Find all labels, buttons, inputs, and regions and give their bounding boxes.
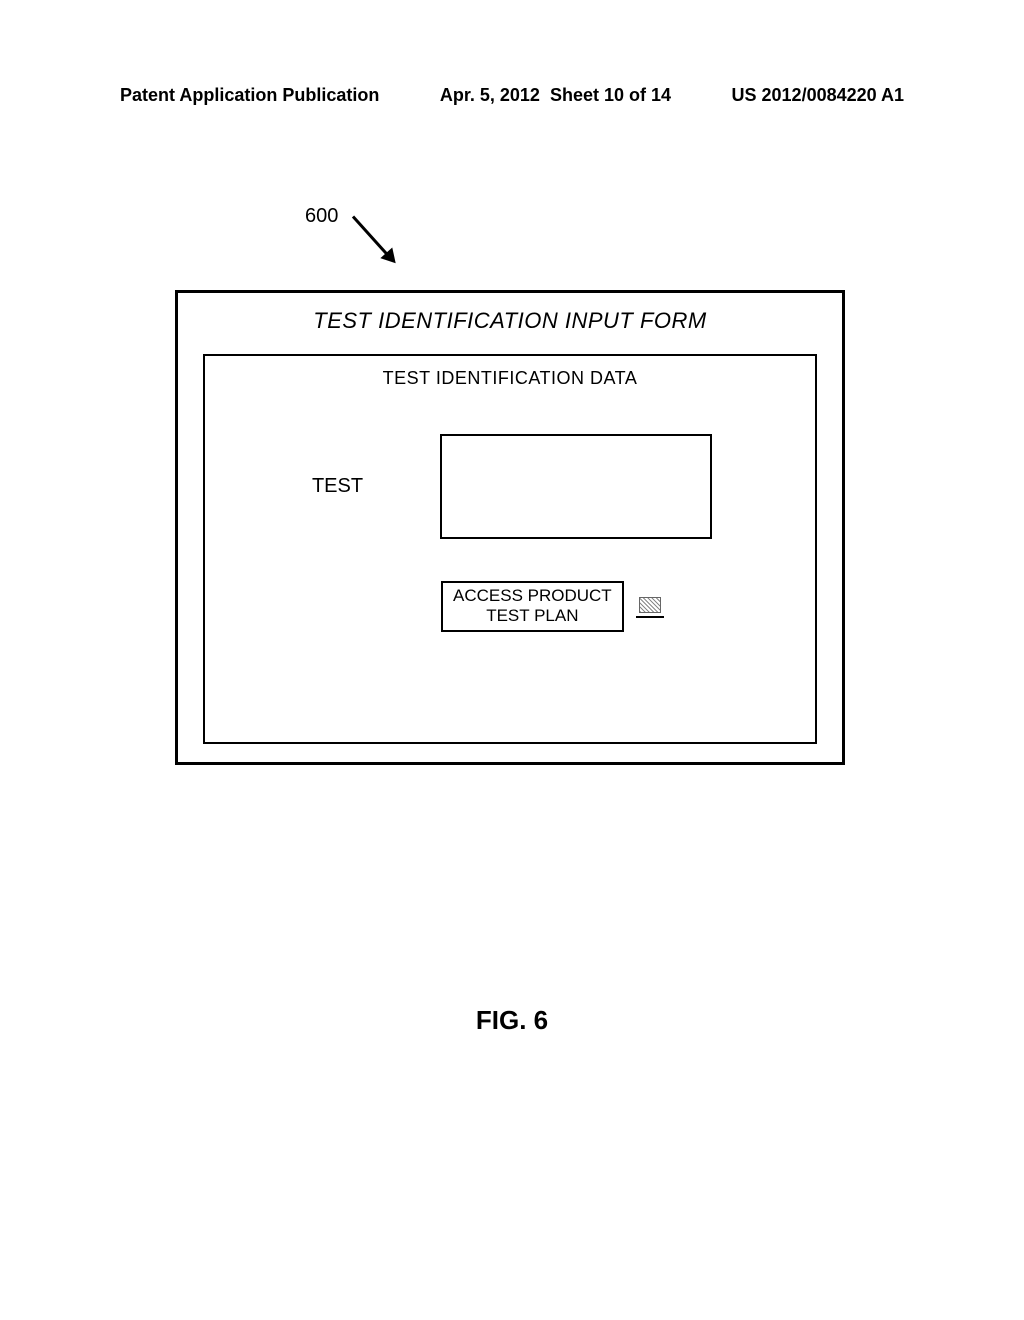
field-row: TEST — [205, 434, 815, 539]
reference-number: 600 — [305, 205, 338, 227]
button-line1: ACCESS PRODUCT — [453, 586, 612, 606]
button-row: ACCESS PRODUCT TEST PLAN — [441, 581, 664, 632]
test-input[interactable] — [440, 434, 712, 539]
test-field-label: TEST — [205, 475, 430, 498]
button-line2: TEST PLAN — [453, 606, 612, 626]
header-center-text: Apr. 5, 2012 Sheet 10 of 14 — [440, 85, 671, 106]
form-inner-box: TEST IDENTIFICATION DATA TEST ACCESS PRO… — [203, 354, 817, 744]
figure-label: FIG. 6 — [0, 1005, 1024, 1036]
printer-icon-inner — [639, 597, 661, 613]
form-title: TEST IDENTIFICATION INPUT FORM — [203, 308, 817, 334]
form-outer-box: TEST IDENTIFICATION INPUT FORM TEST IDEN… — [175, 290, 845, 765]
form-subtitle: TEST IDENTIFICATION DATA — [225, 368, 795, 389]
reference-arrow-line — [352, 215, 391, 258]
reference-indicator: 600 — [305, 205, 338, 228]
header-right-text: US 2012/0084220 A1 — [732, 85, 904, 106]
printer-icon[interactable] — [636, 594, 664, 618]
page-header: Patent Application Publication Apr. 5, 2… — [120, 85, 904, 106]
header-left-text: Patent Application Publication — [120, 85, 379, 106]
access-product-button[interactable]: ACCESS PRODUCT TEST PLAN — [441, 581, 624, 632]
